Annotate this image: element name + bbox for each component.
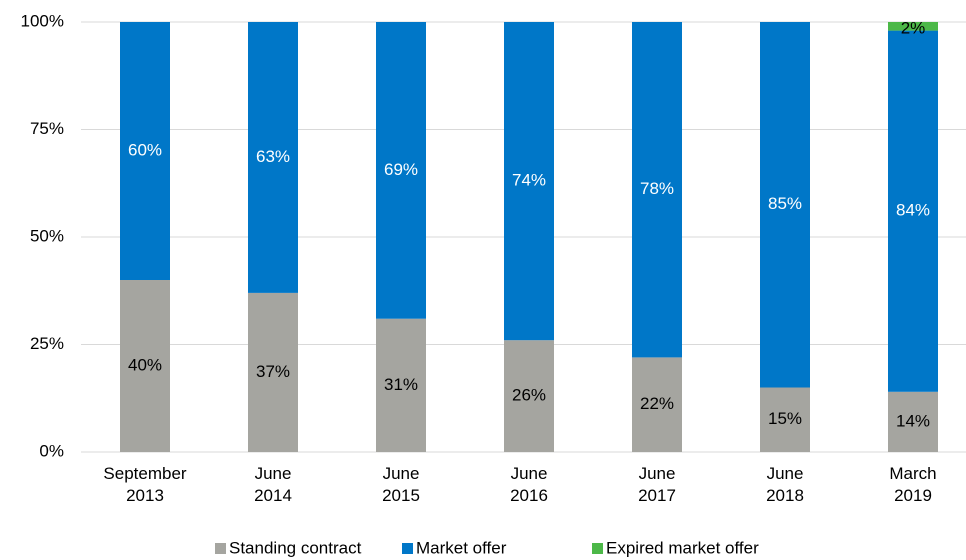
bar-segment: [888, 391, 938, 452]
x-tick-label: March 2019: [889, 464, 936, 505]
data-label: 22%: [640, 394, 674, 413]
bar-segment: [632, 357, 682, 452]
bar-segment: [632, 22, 682, 358]
data-label: 85%: [768, 194, 802, 213]
data-label: 84%: [896, 201, 930, 220]
data-label: 14%: [896, 411, 930, 430]
data-label: 31%: [384, 375, 418, 394]
bar-segment: [760, 387, 810, 452]
x-tick-label: June 2017: [638, 464, 676, 505]
bar-segment: [248, 292, 298, 452]
x-tick-label: June 2018: [766, 464, 804, 505]
bar-segment: [120, 22, 170, 280]
data-label: 74%: [512, 171, 546, 190]
legend-swatch: [215, 543, 226, 554]
bar-segment: [504, 340, 554, 452]
legend-swatch: [402, 543, 413, 554]
legend-label: Expired market offer: [606, 538, 759, 557]
data-label: 63%: [256, 147, 290, 166]
data-label: 2%: [901, 18, 926, 37]
bar-segment: [888, 22, 938, 31]
y-tick-label: 0%: [39, 441, 64, 460]
data-label: 37%: [256, 362, 290, 381]
legend-swatch: [592, 543, 603, 554]
y-tick-label: 25%: [30, 334, 64, 353]
x-tick-label: June 2016: [510, 464, 548, 505]
x-tick-label: June 2014: [254, 464, 292, 505]
bar-segment: [504, 22, 554, 341]
bar-segment: [760, 22, 810, 388]
data-label: 15%: [768, 409, 802, 428]
data-label: 78%: [640, 179, 674, 198]
bar-segment: [248, 22, 298, 293]
bar-segment: [888, 30, 938, 392]
bar-segment: [120, 280, 170, 452]
legend-label: Market offer: [416, 538, 507, 557]
y-tick-label: 50%: [30, 226, 64, 245]
bar-segment: [376, 22, 426, 319]
data-label: 60%: [128, 140, 162, 159]
y-tick-label: 75%: [30, 119, 64, 138]
x-tick-label: September 2013: [103, 464, 186, 505]
data-label: 40%: [128, 355, 162, 374]
data-label: 69%: [384, 160, 418, 179]
x-tick-label: June 2015: [382, 464, 420, 505]
legend-label: Standing contract: [229, 538, 362, 557]
data-label: 26%: [512, 386, 546, 405]
bar-segment: [376, 318, 426, 452]
y-tick-label: 100%: [21, 11, 64, 30]
